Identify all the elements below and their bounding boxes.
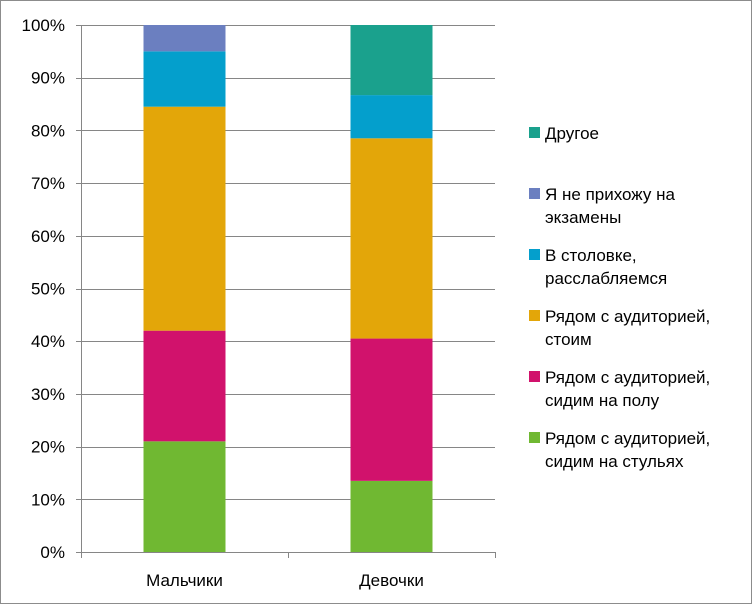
legend-item: Рядом с аудиторией, сидим на полу — [529, 368, 710, 410]
bar-segment — [143, 25, 226, 52]
y-tick-label: 50% — [31, 280, 65, 299]
y-tick-label: 90% — [31, 69, 65, 88]
legend-label: экзамены — [545, 208, 621, 227]
y-tick-labels: 0% 10% 20% 30% 40% 50% 60% 70% 80% 90% 100% — [22, 16, 65, 562]
y-tick-label: 30% — [31, 385, 65, 404]
legend-item: Рядом с аудиторией, стоим — [529, 307, 710, 349]
y-tick-label: 100% — [22, 16, 65, 35]
legend-label: Рядом с аудиторией, — [545, 368, 710, 387]
bar-segment — [350, 338, 433, 481]
bar-segment — [143, 330, 226, 442]
bar-segment — [143, 441, 226, 552]
gridlines — [81, 25, 495, 553]
legend-item: Рядом с аудиторией, сидим на стульях — [529, 429, 710, 471]
legend-swatch — [529, 310, 540, 321]
legend-label: сидим на стульях — [545, 452, 684, 471]
y-tick-label: 40% — [31, 332, 65, 351]
y-tick-label: 80% — [31, 121, 65, 140]
x-category-label: Мальчики — [146, 571, 223, 590]
legend-item: В столовке, расслабляемся — [529, 246, 667, 288]
legend-swatch — [529, 249, 540, 260]
legend: Другое Я не прихожу на экзамены В столовке,… — [529, 124, 710, 471]
bar-segment — [350, 25, 433, 96]
legend-swatch — [529, 188, 540, 199]
legend-label: Другое — [545, 124, 599, 143]
y-tick-label: 60% — [31, 227, 65, 246]
bar-stacks — [143, 25, 433, 552]
legend-label: расслабляемся — [545, 269, 667, 288]
x-category-labels: Мальчики Девочки — [146, 571, 424, 590]
legend-label: Я не прихожу на — [545, 185, 675, 204]
legend-label: стоим — [545, 330, 592, 349]
bar-segment — [350, 138, 433, 339]
y-tick-label: 10% — [31, 490, 65, 509]
legend-swatch — [529, 432, 540, 443]
legend-label: Рядом с аудиторией, — [545, 429, 710, 448]
legend-swatch — [529, 371, 540, 382]
legend-item: Я не прихожу на экзамены — [529, 185, 675, 227]
legend-label: Рядом с аудиторией, — [545, 307, 710, 326]
axes — [76, 25, 496, 558]
x-category-label: Девочки — [359, 571, 424, 590]
bar-segment — [350, 480, 433, 552]
legend-item: Другое — [529, 124, 599, 143]
legend-swatch — [529, 127, 540, 138]
legend-label: В столовке, — [545, 246, 637, 265]
legend-label: сидим на полу — [545, 391, 660, 410]
bar-segment — [350, 95, 433, 139]
y-tick-label: 0% — [40, 543, 65, 562]
y-tick-label: 70% — [31, 174, 65, 193]
y-tick-label: 20% — [31, 438, 65, 457]
bar-segment — [143, 106, 226, 331]
bar-segment — [143, 51, 226, 107]
